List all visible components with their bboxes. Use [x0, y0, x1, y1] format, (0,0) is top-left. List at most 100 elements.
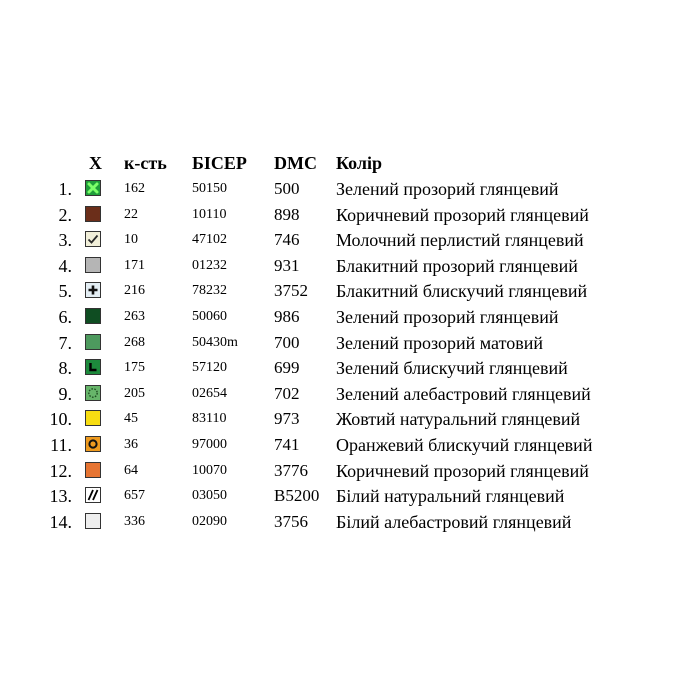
bead-code: 47102 [192, 232, 227, 248]
header-quantity: к-сть [124, 153, 167, 173]
color-name: Молочний перлистий глянцевий [336, 230, 584, 251]
bead-code: 97000 [192, 437, 227, 452]
color-name: Блакитний прозорий глянцевий [336, 255, 578, 276]
legend-row: 6. 263 50060 986 Зелений прозорий глянцевий [0, 304, 700, 329]
dmc-code: 746 [274, 230, 300, 250]
dmc-code: 3776 [274, 460, 308, 480]
dmc-code: 986 [274, 307, 300, 326]
header-symbol: X [89, 153, 102, 173]
row-number: 11. [50, 435, 72, 455]
dmc-code: 3752 [274, 281, 308, 301]
color-swatch [85, 410, 101, 427]
color-swatch [85, 461, 101, 478]
quantity-value: 36 [124, 437, 138, 452]
quantity-value: 268 [124, 334, 145, 350]
color-swatch [85, 333, 101, 350]
color-name: Коричневий прозорий глянцевий [336, 460, 589, 481]
row-number: 6. [58, 307, 73, 327]
legend-row: 4. 171 01232 931 Блакитний прозорий глянцеви… [0, 253, 700, 278]
quantity-value: 263 [124, 309, 145, 324]
quantity-value: 10 [124, 232, 138, 248]
row-number: 3. [58, 230, 73, 251]
dmc-code: 931 [274, 255, 300, 275]
color-name: Жовтий натуральний глянцевий [336, 409, 581, 430]
color-swatch [85, 205, 101, 222]
dmc-code: 3756 [274, 511, 308, 531]
quantity-value: 171 [124, 257, 145, 273]
legend-row: 8. 175 57120 699 Зелений блискучий глянцевий [0, 355, 700, 380]
bead-code: 50150 [192, 181, 227, 196]
legend-row: 13. 657 03050 B5200 Білий натуральний глянце… [0, 483, 700, 508]
color-name: Зелений прозорий глянцевий [336, 307, 559, 327]
color-swatch [85, 308, 101, 324]
quantity-value: 64 [124, 462, 138, 478]
row-number: 8. [58, 358, 73, 379]
dmc-code: 500 [274, 179, 300, 198]
legend-row: 5. 216 78232 3752 Блакитний блискучий глянце… [0, 278, 700, 303]
row-number: 12. [49, 460, 73, 481]
quantity-value: 175 [124, 360, 145, 376]
color-swatch [85, 180, 101, 196]
color-swatch [85, 282, 101, 299]
header-color: Колір [336, 153, 383, 173]
quantity-value: 657 [124, 488, 145, 504]
color-name: Білий натуральний глянцевий [336, 486, 565, 507]
bead-code: 03050 [192, 488, 227, 504]
quantity-value: 216 [124, 283, 145, 299]
color-swatch [85, 487, 101, 504]
row-number: 14. [49, 511, 73, 532]
legend-row: 7. 268 50430m 700 Зелений прозорий матовий [0, 330, 700, 355]
dmc-code: 702 [274, 383, 300, 403]
color-name: Оранжевий блискучий глянцевий [336, 435, 593, 455]
row-number: 1. [58, 179, 73, 199]
row-number: 9. [58, 383, 73, 404]
bead-code: 50430m [192, 334, 238, 350]
color-swatch [85, 231, 101, 248]
bead-code: 02654 [192, 385, 227, 401]
legend-row: 9. 205 02654 702 Зелений алебастровий глянце… [0, 381, 700, 406]
quantity-value: 45 [124, 411, 138, 427]
row-number: 13. [49, 486, 73, 507]
dmc-code: 898 [274, 204, 300, 224]
quantity-value: 205 [124, 385, 145, 401]
legend-row: 10. 45 83110 973 Жовтий натуральний глянцеви… [0, 406, 700, 431]
color-swatch [85, 512, 101, 529]
quantity-value: 22 [124, 206, 138, 222]
color-name: Зелений блискучий глянцевий [336, 358, 568, 379]
color-name: Зелений прозорий глянцевий [336, 179, 559, 199]
row-number: 5. [58, 281, 73, 302]
bead-code: 02090 [192, 513, 227, 529]
legend-row: 2. 22 10110 898 Коричневий прозорий глянцеви… [0, 202, 700, 227]
color-name: Блакитний блискучий глянцевий [336, 281, 588, 302]
color-swatch [85, 256, 101, 273]
color-name: Коричневий прозорий глянцевий [336, 204, 589, 225]
row-number: 2. [58, 204, 73, 225]
color-swatch [85, 359, 101, 376]
color-swatch [85, 436, 101, 452]
bead-code: 83110 [192, 411, 227, 427]
dmc-code: 973 [274, 409, 300, 429]
dmc-code: 699 [274, 358, 300, 378]
bead-code: 10110 [192, 206, 227, 222]
legend-row: 11. 36 97000 741 Оранжевий блискучий глянцев… [0, 432, 700, 457]
dmc-code: 741 [274, 435, 300, 454]
legend-row: 14. 336 02090 3756 Білий алебастровий глянце… [0, 509, 700, 534]
bead-code: 57120 [192, 360, 227, 376]
quantity-value: 162 [124, 181, 145, 196]
legend-row: 1. 162 50150 500 Зелений прозорий глянцевий [0, 176, 700, 201]
row-number: 10. [49, 409, 73, 430]
bead-code: 78232 [192, 283, 227, 299]
bead-code: 10070 [192, 462, 227, 478]
bead-code: 01232 [192, 257, 227, 273]
bead-code: 50060 [192, 309, 227, 324]
color-name: Білий алебастровий глянцевий [336, 511, 572, 532]
row-number: 4. [58, 255, 73, 276]
dmc-code: 700 [274, 332, 300, 352]
color-swatch [85, 384, 101, 401]
color-name: Зелений прозорий матовий [336, 332, 543, 353]
legend-row: 3. 10 47102 746 Молочний перлистий глянцевий [0, 227, 700, 252]
header-bead: БІСЕР [192, 153, 247, 173]
dmc-code: B5200 [274, 486, 320, 506]
header-dmc: DMC [274, 153, 317, 173]
